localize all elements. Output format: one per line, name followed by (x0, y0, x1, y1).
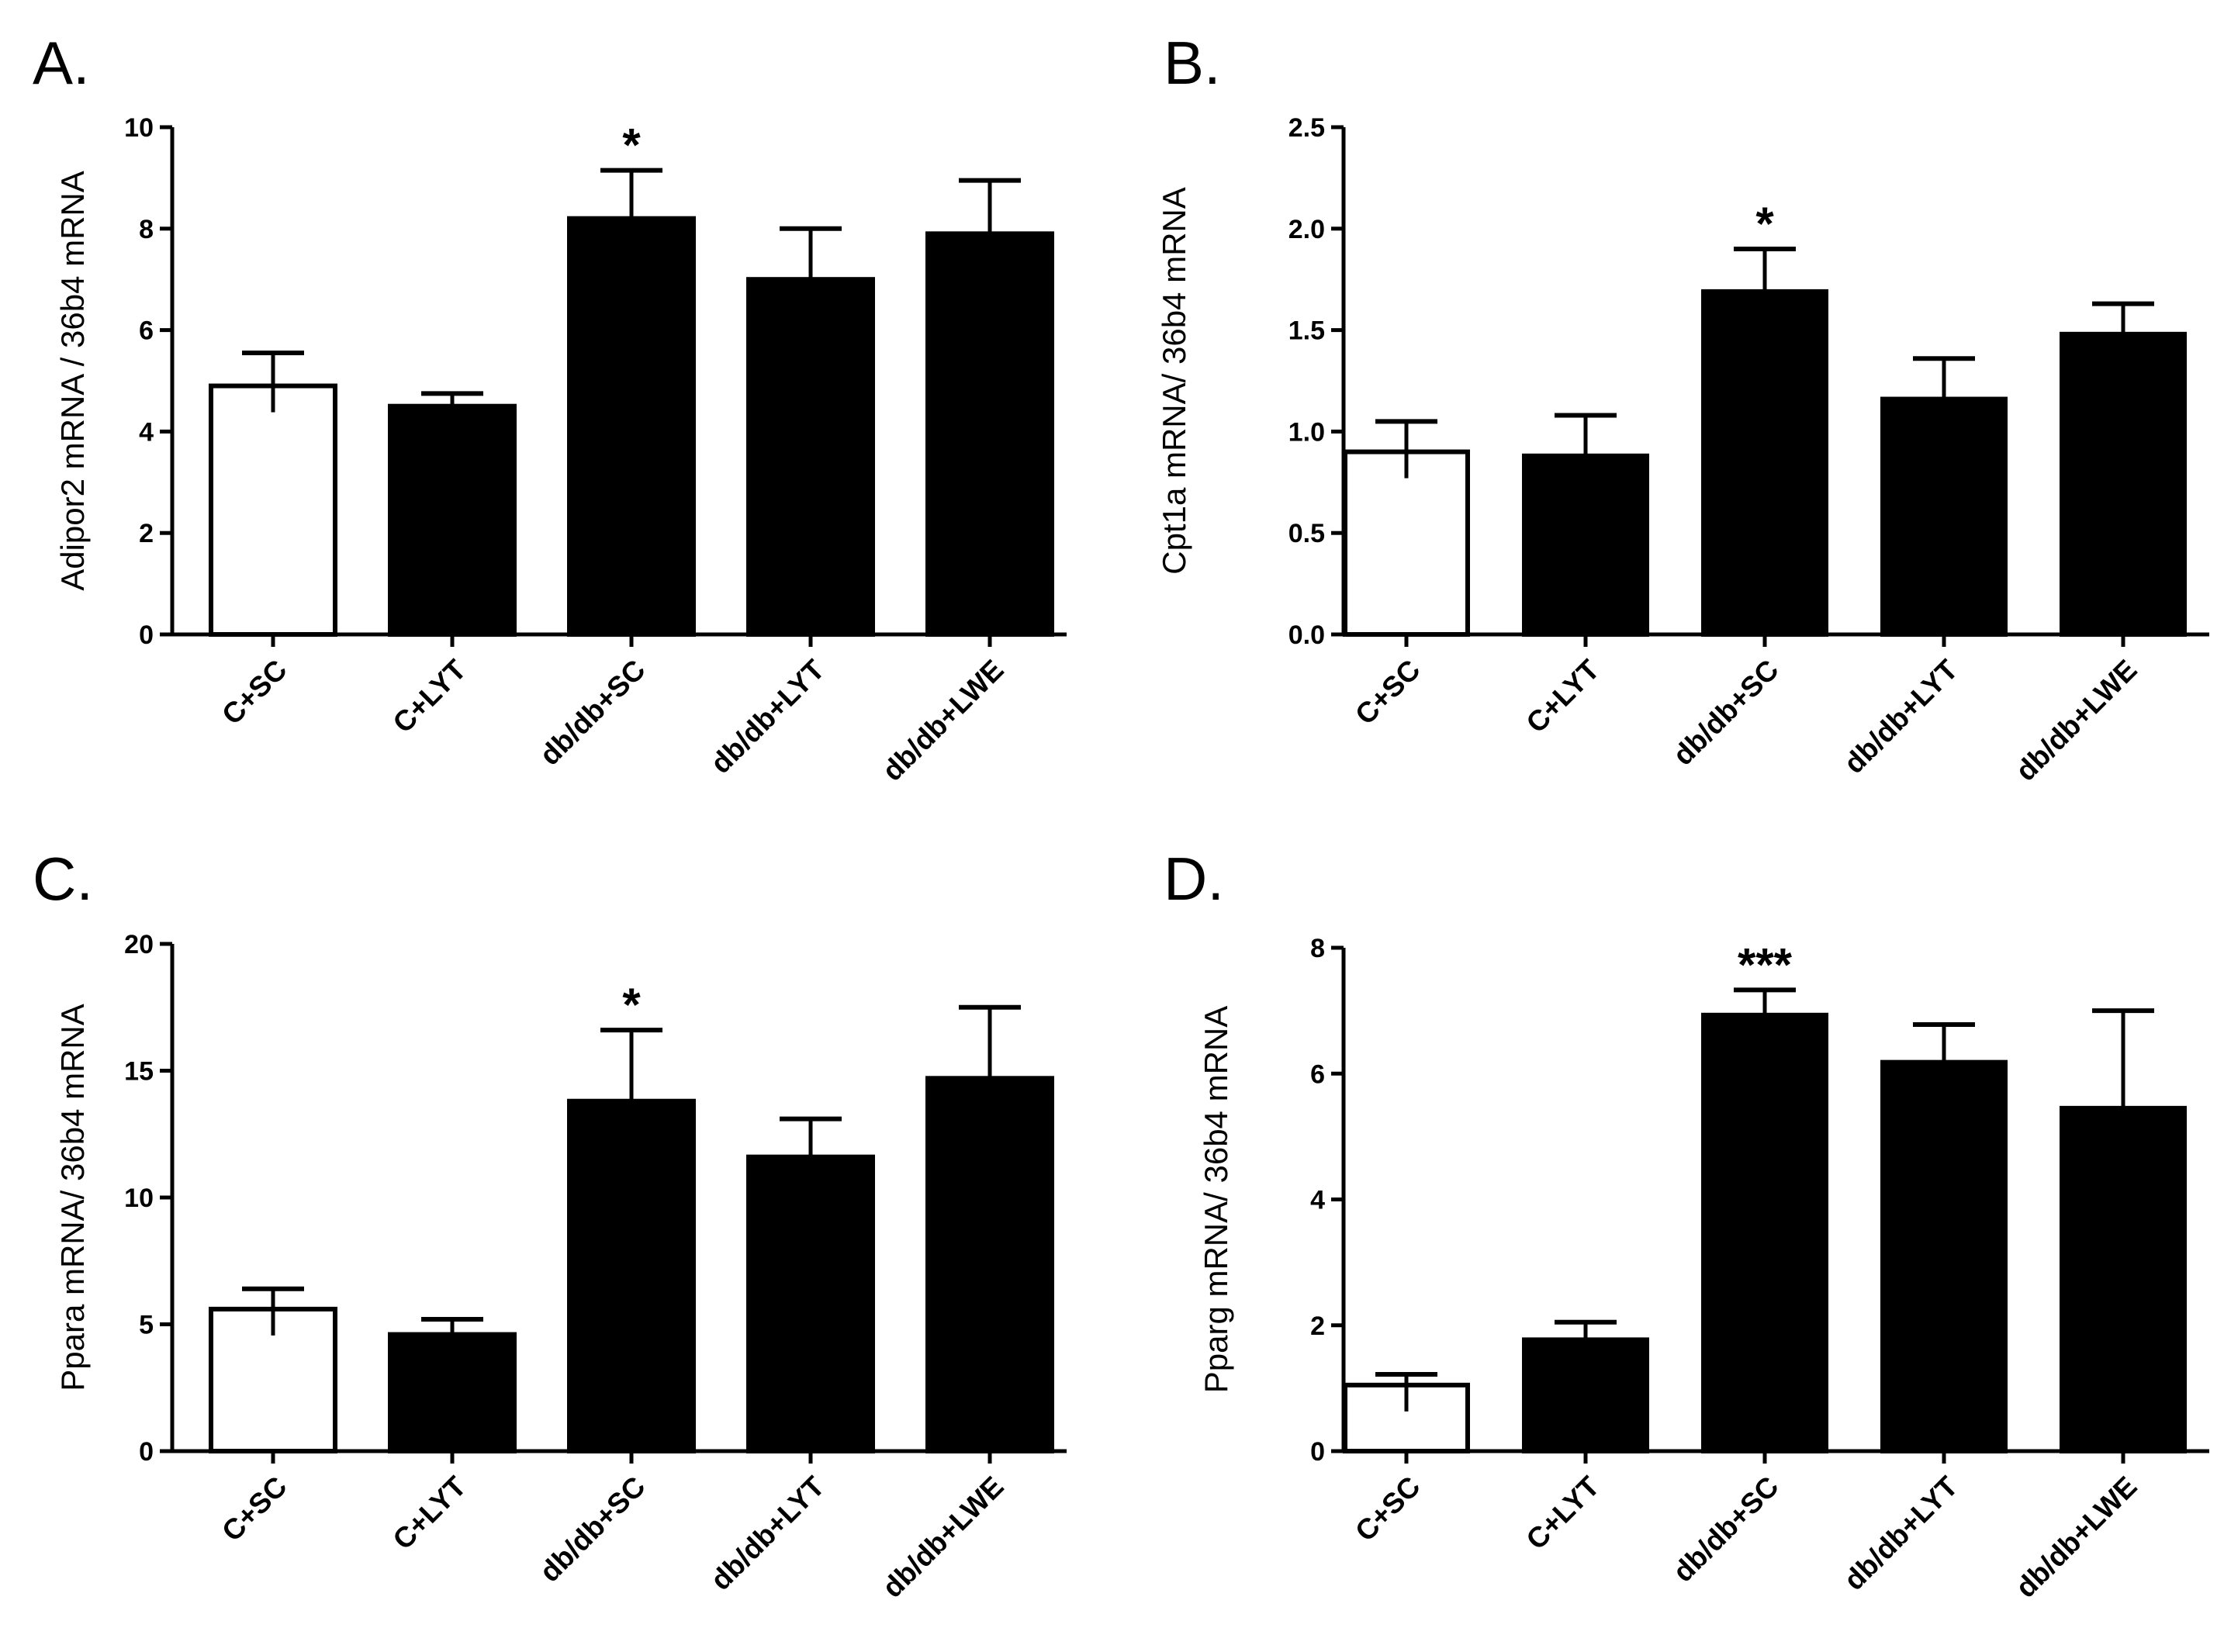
bar-1 (209, 383, 337, 637)
y-tick-label: 4 (1310, 1186, 1325, 1215)
panel-letter: D. (1164, 845, 1224, 913)
y-axis-label: Pparg mRNA/ 36b4 mRNA (1198, 1006, 1234, 1394)
bar-5 (925, 231, 1054, 637)
bar-3 (567, 216, 696, 638)
significance-marker: * (622, 119, 641, 171)
category-label: C+SC (1349, 654, 1427, 731)
bar-1 (1343, 449, 1470, 637)
category-label: db/db+LYT (704, 653, 831, 779)
y-tick-label: 0.0 (1288, 620, 1325, 650)
category-label: db/db+LYT (1838, 653, 1964, 779)
bar-5 (2060, 331, 2187, 637)
category-label: C+SC (216, 654, 293, 731)
y-tick-label: 2.0 (1288, 215, 1325, 244)
y-tick-label: 2 (1310, 1312, 1325, 1341)
panel-letter: B. (1164, 29, 1221, 97)
y-tick-label: 1.0 (1288, 417, 1325, 447)
category-label: db/db+LWE (2010, 654, 2143, 787)
y-tick-label: 6 (1310, 1059, 1325, 1089)
y-tick-label: 4 (139, 417, 154, 447)
bar-5 (925, 1076, 1054, 1454)
panel-letter: C. (33, 845, 93, 913)
category-label: db/db+SC (534, 1471, 652, 1588)
category-label: C+SC (216, 1471, 293, 1548)
significance-marker: * (1755, 198, 1774, 250)
bar-3 (1701, 1012, 1828, 1453)
bar-2 (388, 403, 517, 637)
bar-4 (1880, 1059, 2008, 1453)
y-tick-label: 0.5 (1288, 519, 1325, 548)
bar-3 (1701, 289, 1828, 637)
category-label: db/db+LYT (704, 1470, 831, 1596)
y-tick-label: 1.5 (1288, 316, 1325, 346)
y-tick-label: 10 (124, 1184, 154, 1213)
chart-panel-2: B. 0.0 0.5 1.0 1.5 2.0 2.5 Cpt1a mRNA/ 36b4 mRN… (1156, 29, 2209, 787)
bar-3 (567, 1098, 696, 1453)
chart-panel-3: C. 0 5 10 15 20 Ppara mRNA/ 36b4 mRNA C+SC C+LYT… (33, 845, 1067, 1604)
y-tick-label: 8 (1310, 934, 1325, 963)
y-axis-label: Adipor2 mRNA / 36b4 mRNA (54, 171, 91, 591)
category-label: db/db+LWE (2010, 1471, 2143, 1604)
y-tick-label: 0 (139, 1437, 154, 1467)
category-label: C+LYT (386, 653, 472, 738)
bar-4 (746, 1154, 875, 1454)
category-label: C+LYT (1520, 653, 1605, 738)
bar-2 (388, 1332, 517, 1453)
category-label: db/db+LYT (1838, 1470, 1964, 1596)
category-label: db/db+SC (534, 654, 652, 772)
category-label: db/db+SC (1667, 1471, 1785, 1588)
y-tick-label: 10 (124, 113, 154, 143)
category-label: C+LYT (386, 1470, 472, 1555)
y-tick-label: 2.5 (1288, 113, 1325, 143)
y-tick-label: 15 (124, 1057, 154, 1087)
category-label: db/db+LWE (877, 1471, 1010, 1604)
bar-2 (1522, 1337, 1649, 1453)
panel-letter: A. (33, 29, 90, 97)
bar-5 (2060, 1105, 2187, 1454)
y-tick-label: 5 (139, 1311, 154, 1340)
bar-2 (1522, 453, 1649, 637)
y-axis-label: Cpt1a mRNA/ 36b4 mRNA (1156, 187, 1192, 575)
y-tick-label: 0 (1310, 1437, 1325, 1467)
significance-marker: *** (1738, 938, 1793, 990)
bar-4 (746, 277, 875, 637)
y-axis-label: Ppara mRNA/ 36b4 mRNA (54, 1004, 91, 1391)
chart-panel-1: A. 0 2 4 6 8 10 Adipor2 mRNA / 36b4 mRNA C+SC C+L… (33, 29, 1067, 787)
category-label: C+SC (1349, 1471, 1427, 1548)
category-label: C+LYT (1520, 1470, 1605, 1555)
chart-panel-4: D. 0 2 4 6 8 Pparg mRNA/ 36b4 mRNA C+SC C+LYT db/… (1164, 845, 2209, 1604)
y-tick-label: 8 (139, 215, 154, 244)
category-label: db/db+SC (1667, 654, 1785, 772)
bar-4 (1880, 396, 2008, 637)
y-tick-label: 0 (139, 620, 154, 650)
significance-marker: * (622, 979, 641, 1031)
category-label: db/db+LWE (877, 654, 1010, 787)
y-tick-label: 6 (139, 316, 154, 346)
y-tick-label: 2 (139, 519, 154, 548)
y-tick-label: 20 (124, 930, 154, 959)
